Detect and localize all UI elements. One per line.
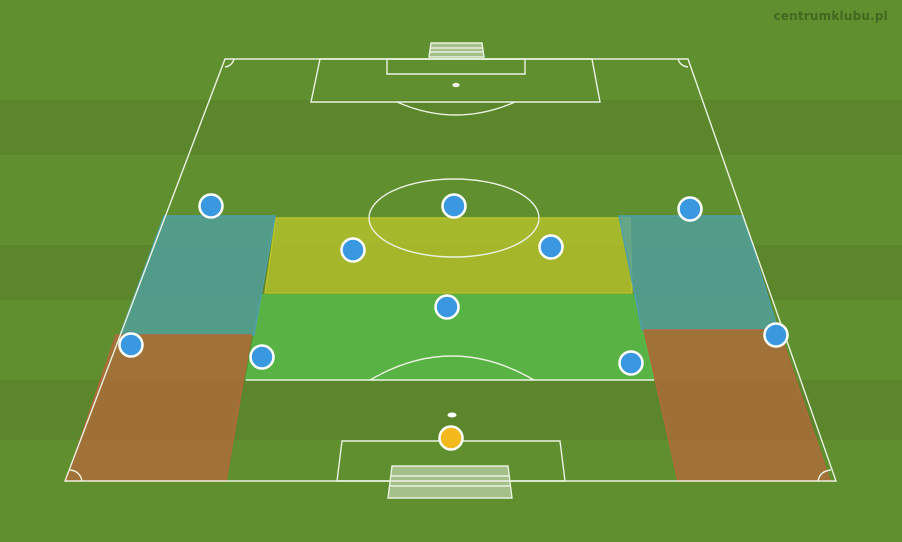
player-defensive-midfielder <box>434 294 460 320</box>
zone-central-midfield <box>264 217 633 294</box>
centre-circle-lower-arc <box>369 355 535 381</box>
near-penalty-spot <box>447 412 457 418</box>
players <box>118 193 789 451</box>
player-goalkeeper <box>438 425 464 451</box>
player-right-central-midfielder <box>538 234 564 260</box>
far-penalty-arc <box>396 101 516 116</box>
corner-arc <box>224 58 235 68</box>
player-left-centre-back <box>249 344 275 370</box>
player-left-winger <box>198 193 224 219</box>
corner-arc <box>69 469 83 482</box>
far-penalty-spot <box>452 82 460 88</box>
player-right-winger <box>677 196 703 222</box>
player-striker <box>441 193 467 219</box>
far-goal-area <box>386 58 526 75</box>
near-goal <box>387 465 513 499</box>
grass-stripe <box>0 100 902 155</box>
watermark-logo: centrumklubu.pl <box>773 9 888 23</box>
corner-arc <box>817 469 832 482</box>
centre-circle <box>368 178 540 258</box>
corner-arc <box>677 58 689 68</box>
far-goal <box>428 42 485 58</box>
pitch-markings <box>63 42 837 499</box>
tactical-zones <box>64 215 832 482</box>
player-right-centre-back <box>618 350 644 376</box>
near-goal-area <box>336 440 566 482</box>
player-left-central-midfielder <box>340 237 366 263</box>
player-right-back <box>763 322 789 348</box>
player-left-back <box>118 332 144 358</box>
